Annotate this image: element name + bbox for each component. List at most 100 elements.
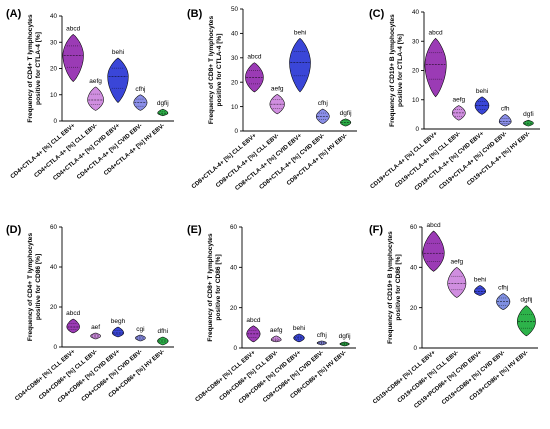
y-tick-label: 60 xyxy=(410,224,418,231)
chart-panel-4: (E) Frequency of CD8+ T lymphocytes positi… xyxy=(187,224,356,405)
y-tick-label: 40 xyxy=(230,265,238,272)
significance-label: aefg xyxy=(450,258,463,265)
y-axis-label: positive for CD86 [%] xyxy=(35,254,42,320)
y-axis-label: positive for CD86 [%] xyxy=(395,254,402,320)
y-axis-label: Frequency of CD4+ T lymphocytes xyxy=(27,14,34,123)
significance-label: aefg xyxy=(271,85,284,92)
y-tick-label: 10 xyxy=(50,92,58,99)
significance-label: behi xyxy=(474,276,486,283)
violin-mark xyxy=(498,114,512,127)
y-tick-label: 0 xyxy=(53,118,57,125)
violin-mark xyxy=(422,230,445,272)
y-tick-label: 30 xyxy=(50,39,58,46)
y-axis-label: Frequency of CD19+ B lymphocytes xyxy=(389,14,396,127)
y-axis-label: Frequency of CD8+ T lymphocytes xyxy=(208,16,215,125)
violin-mark xyxy=(107,57,129,103)
significance-label: abcd xyxy=(427,222,441,229)
significance-label: abcd xyxy=(66,25,80,32)
significance-label: abcd xyxy=(247,54,261,61)
y-tick-label: 30 xyxy=(231,55,239,62)
y-tick-label: 40 xyxy=(50,13,58,20)
significance-label: cfhj xyxy=(318,100,328,107)
significance-label: aefg xyxy=(270,327,283,334)
y-tick-label: 20 xyxy=(410,305,418,312)
violin-mark xyxy=(62,34,84,83)
significance-label: abcd xyxy=(246,317,260,324)
significance-label: cfhj xyxy=(498,285,508,292)
significance-label: cfh xyxy=(501,105,510,112)
violin-mark xyxy=(517,305,536,337)
y-tick-label: 50 xyxy=(231,6,239,13)
y-tick-label: 30 xyxy=(412,38,420,45)
violin-mark xyxy=(424,37,447,98)
violin-mark xyxy=(87,86,104,111)
significance-label: dgfij xyxy=(339,333,351,340)
significance-label: aefg xyxy=(89,78,102,85)
chart-panel-1: (B) Frequency of CD8+ T lymphocytes positi… xyxy=(187,6,357,192)
violin-mark xyxy=(452,105,466,121)
y-tick-label: 40 xyxy=(410,265,418,272)
significance-label: dgfij xyxy=(520,297,532,304)
violin-mark xyxy=(447,266,467,298)
y-tick-label: 0 xyxy=(234,128,238,135)
y-tick-label: 40 xyxy=(231,31,239,38)
significance-label: cgi xyxy=(136,326,144,333)
significance-label: behi xyxy=(112,49,124,56)
y-axis-label: positive for CTLA-4 [%] xyxy=(216,34,223,107)
chart-panel-2: (C) Frequency of CD19+ B lymphocytes posit… xyxy=(369,8,540,192)
significance-label: dgfij xyxy=(340,110,352,117)
significance-label: abcd xyxy=(429,29,443,36)
violin-mark xyxy=(474,285,486,296)
violin-mark xyxy=(112,326,124,338)
chart-panel-3: (D) Frequency of CD4+ T lymphocytes positi… xyxy=(6,224,174,404)
violin-mark xyxy=(245,62,264,93)
y-tick-label: 20 xyxy=(230,305,238,312)
violin-mark xyxy=(66,318,80,334)
significance-label: behi xyxy=(294,29,306,36)
y-axis-label: positive for CD86 [%] xyxy=(215,254,222,320)
violin-mark xyxy=(157,108,169,117)
significance-label: aef xyxy=(91,324,100,331)
significance-label: dgfij xyxy=(157,100,169,107)
y-tick-label: 20 xyxy=(50,66,58,73)
panel-letter: (D) xyxy=(6,224,22,236)
y-axis-label: positive for CTLA-4 [%] xyxy=(397,34,404,107)
y-tick-label: 20 xyxy=(50,304,58,311)
violin-mark xyxy=(316,108,330,125)
violin-mark xyxy=(270,335,282,343)
significance-label: behi xyxy=(476,88,488,95)
violin-mark xyxy=(289,37,311,93)
y-tick-label: 10 xyxy=(412,97,420,104)
significance-label: abcd xyxy=(66,310,80,317)
y-axis-label: positive for CTLA-4 [%] xyxy=(35,32,42,105)
y-axis-label: Frequency of CD4+ T lymphocytes xyxy=(27,233,34,342)
y-tick-label: 60 xyxy=(50,224,58,231)
panel-letter: (F) xyxy=(369,224,383,236)
panel-letter: (E) xyxy=(187,224,202,236)
y-tick-label: 40 xyxy=(412,9,420,16)
chart-panel-0: (A) Frequency of CD4+ T lymphocytes positi… xyxy=(6,8,174,182)
y-tick-label: 0 xyxy=(415,126,419,133)
significance-label: cfhj xyxy=(135,86,145,93)
y-tick-label: 20 xyxy=(412,68,420,75)
significance-label: begh xyxy=(111,318,126,325)
chart-panel-5: (F) Frequency of CD19+ B lymphocytes posit… xyxy=(369,222,538,410)
significance-label: aefg xyxy=(452,97,465,104)
significance-label: dfhi xyxy=(158,328,168,335)
panel-letter: (C) xyxy=(369,8,385,20)
significance-label: cfhj xyxy=(317,332,327,339)
y-tick-label: 20 xyxy=(231,79,239,86)
y-tick-label: 40 xyxy=(50,264,58,271)
y-tick-label: 60 xyxy=(230,224,238,231)
y-tick-label: 10 xyxy=(231,104,239,111)
panel-letter: (B) xyxy=(187,8,203,20)
y-tick-label: 0 xyxy=(233,345,237,352)
significance-label: behi xyxy=(293,325,305,332)
panel-letter: (A) xyxy=(6,8,22,20)
significance-label: dgfi xyxy=(523,111,533,118)
y-tick-label: 0 xyxy=(413,345,417,352)
y-tick-label: 0 xyxy=(53,344,57,351)
y-axis-label: Frequency of CD8+ T lymphocytes xyxy=(207,233,214,342)
y-axis-label: Frequency of CD19+ B lymphocytes xyxy=(387,231,394,344)
